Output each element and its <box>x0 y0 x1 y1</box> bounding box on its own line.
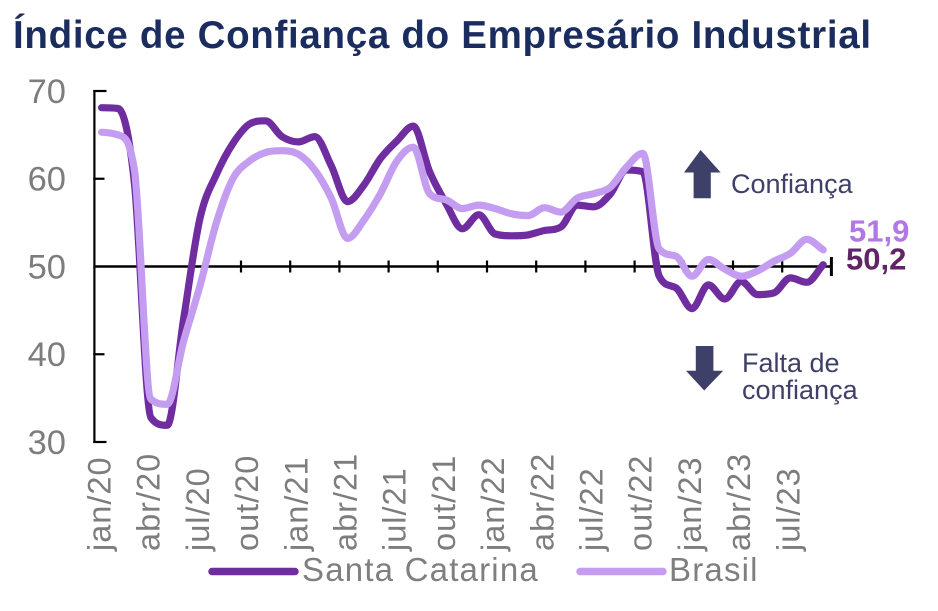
svg-text:jul/21: jul/21 <box>377 467 413 552</box>
svg-text:Falta de: Falta de <box>742 348 840 378</box>
svg-text:jan/22: jan/22 <box>475 456 511 552</box>
svg-text:jul/23: jul/23 <box>770 467 806 552</box>
svg-text:out/20: out/20 <box>229 455 265 551</box>
svg-text:30: 30 <box>28 424 66 462</box>
svg-text:jul/22: jul/22 <box>574 467 610 552</box>
svg-text:confiança: confiança <box>742 375 859 405</box>
svg-text:Santa Catarina: Santa Catarina <box>302 551 539 588</box>
svg-text:50: 50 <box>28 249 66 287</box>
svg-text:abr/21: abr/21 <box>328 453 364 551</box>
svg-text:abr/22: abr/22 <box>524 453 560 551</box>
svg-text:60: 60 <box>28 161 66 199</box>
svg-text:Índice de Confiança do Empresá: Índice de Confiança do Empresário Indust… <box>13 13 872 57</box>
svg-text:abr/20: abr/20 <box>131 453 167 551</box>
svg-text:Brasil: Brasil <box>669 551 759 588</box>
svg-text:abr/23: abr/23 <box>721 453 757 551</box>
svg-text:Confiança: Confiança <box>731 169 854 199</box>
svg-text:50,2: 50,2 <box>846 242 906 277</box>
svg-text:40: 40 <box>28 336 66 374</box>
svg-text:jan/20: jan/20 <box>82 456 118 552</box>
svg-text:out/22: out/22 <box>623 455 659 551</box>
svg-text:jan/23: jan/23 <box>672 456 708 552</box>
svg-text:jul/20: jul/20 <box>180 467 216 552</box>
svg-text:51,9: 51,9 <box>849 214 909 249</box>
svg-text:out/21: out/21 <box>426 455 462 551</box>
svg-text:jan/21: jan/21 <box>278 456 314 552</box>
svg-text:70: 70 <box>28 73 66 111</box>
